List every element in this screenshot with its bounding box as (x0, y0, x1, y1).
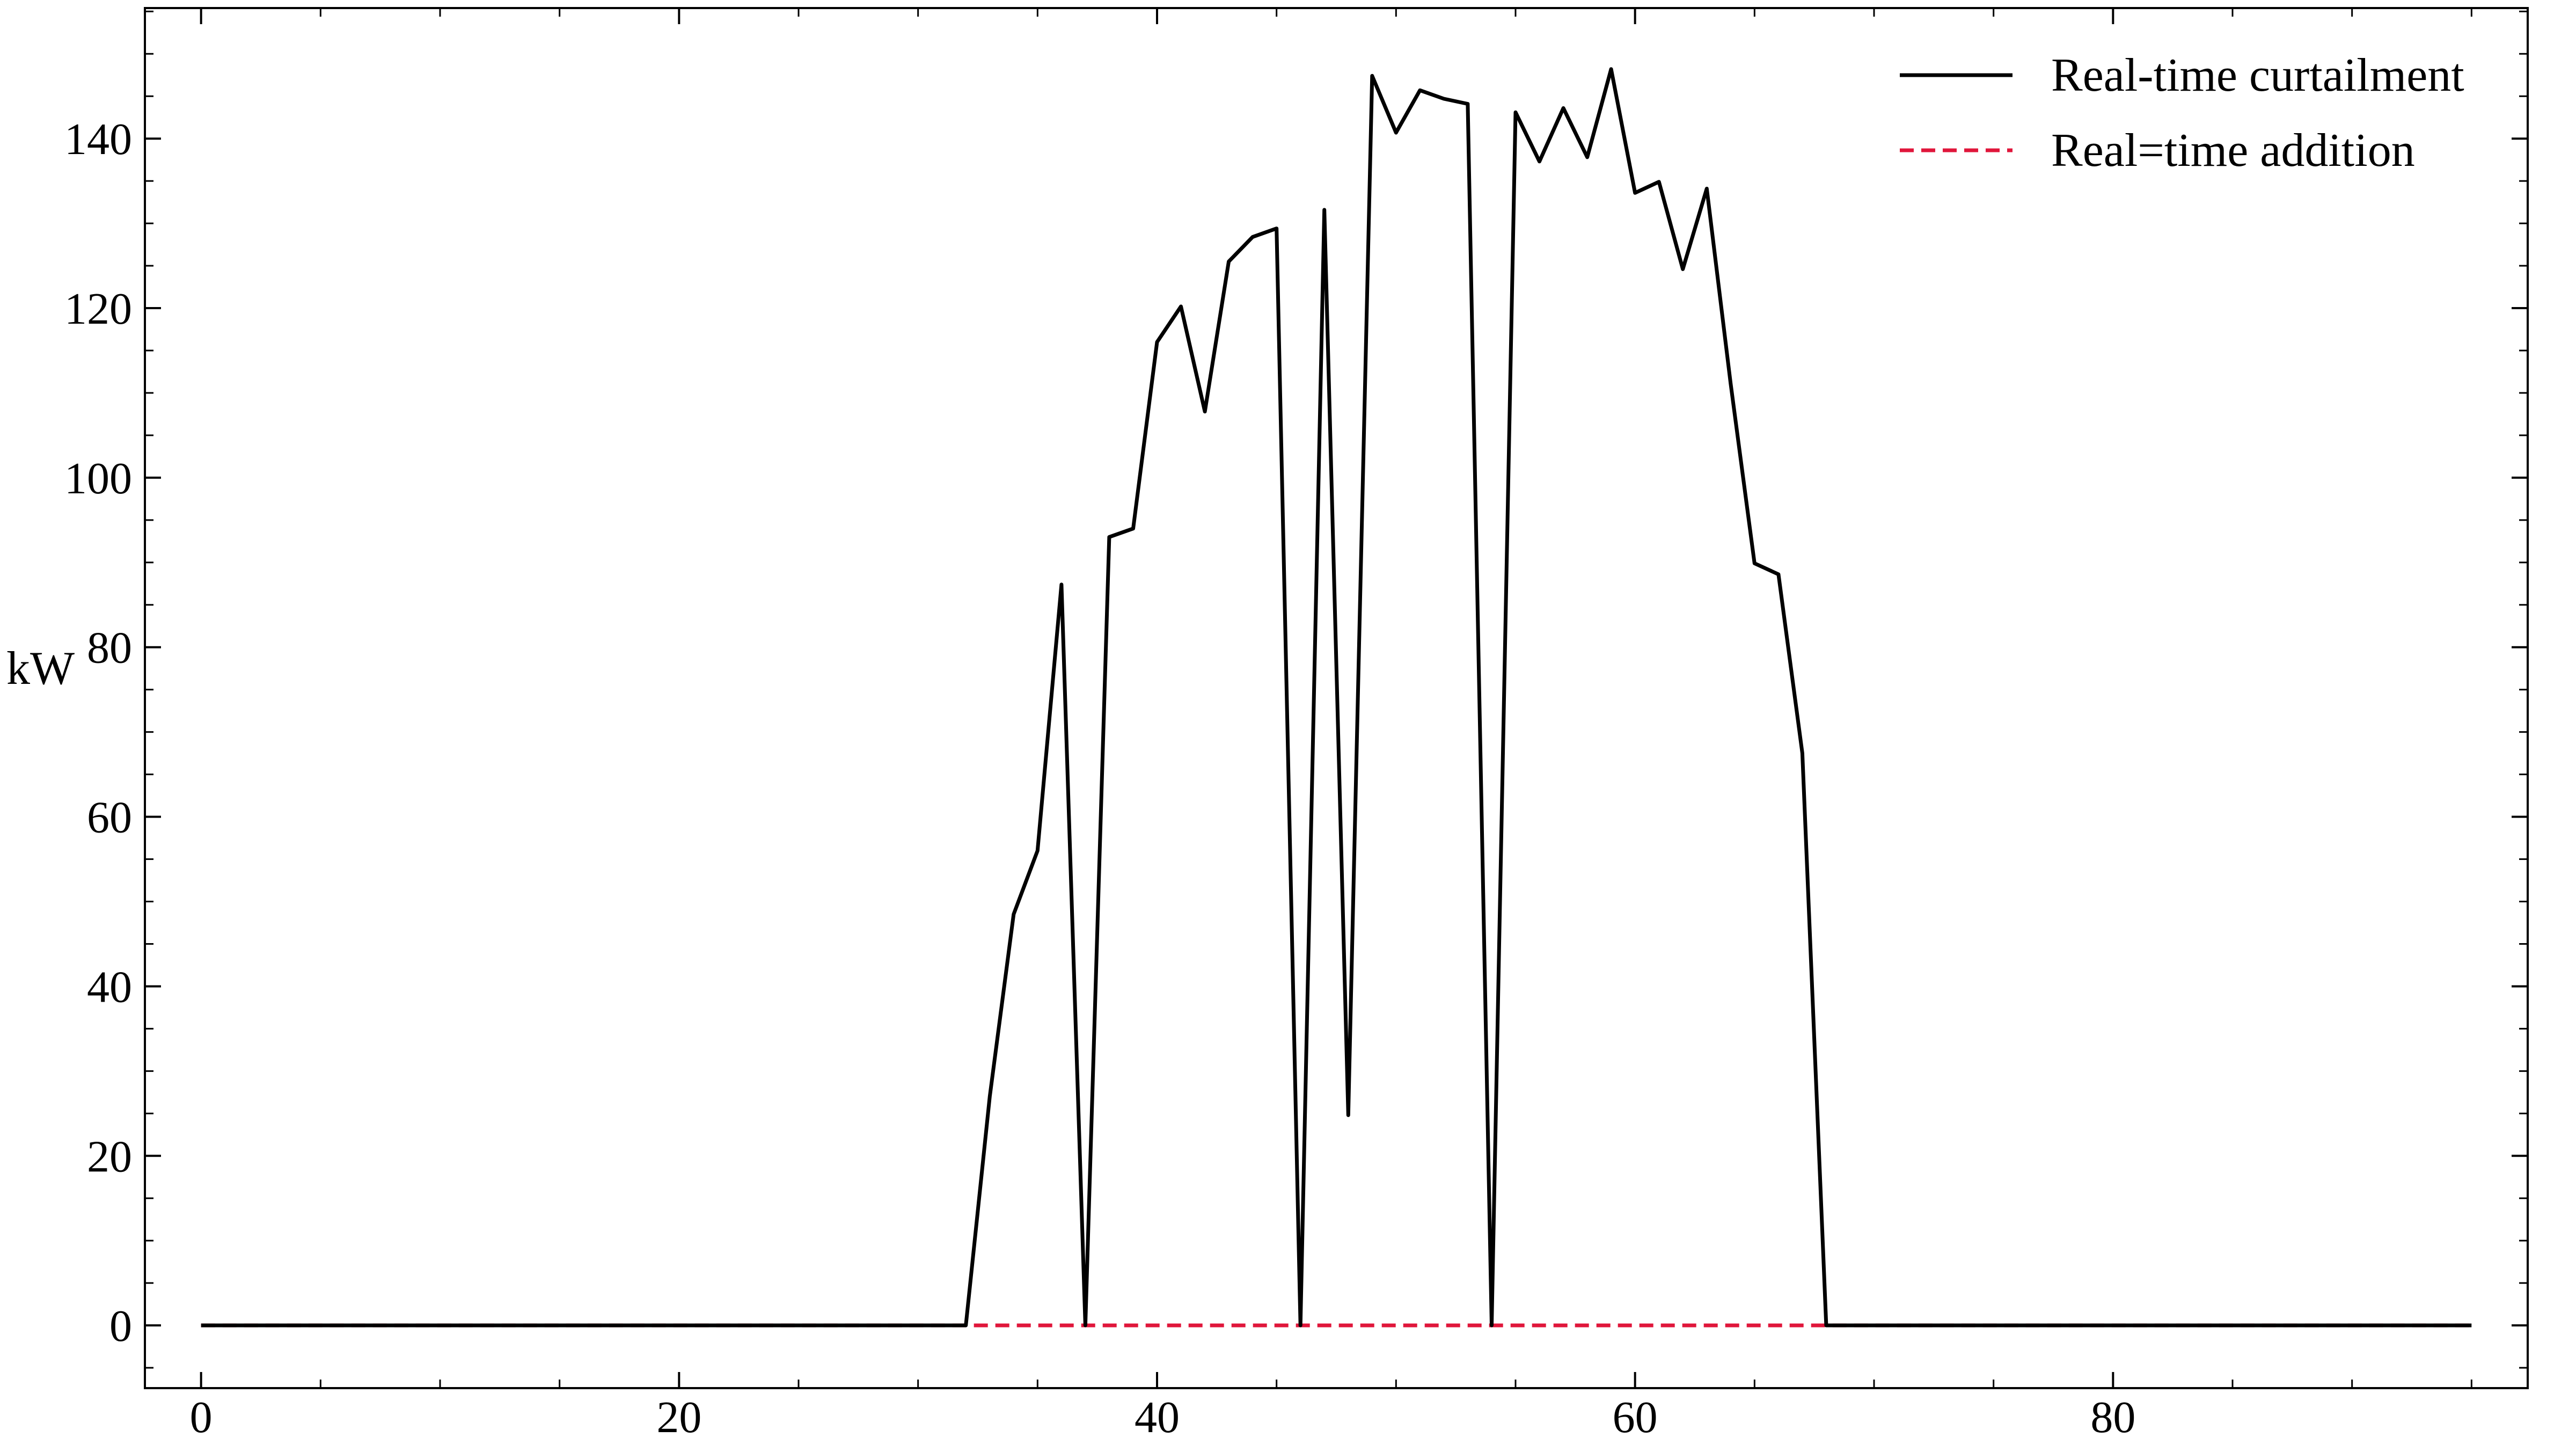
x-tick-label: 80 (2090, 1392, 2135, 1442)
series-line-curtailment (201, 67, 2472, 1327)
legend-label-curtailment: Real-time curtailment (2051, 49, 2464, 101)
major-ticks (145, 8, 2528, 1388)
y-tick-label: 40 (87, 962, 132, 1012)
x-tick-label: 20 (656, 1392, 701, 1442)
legend-label-addition: Real=time addition (2051, 125, 2415, 177)
y-tick-label: 0 (109, 1301, 132, 1351)
series-layer (201, 67, 2472, 1327)
y-tick-labels: 0 20 40 60 80 100 120 140 (64, 114, 132, 1351)
x-tick-label: 0 (190, 1392, 213, 1442)
x-tick-label: 60 (1613, 1392, 1658, 1442)
y-tick-label: 60 (87, 793, 132, 843)
y-axis-label: kW (6, 643, 75, 695)
plot-frame (144, 7, 2529, 1389)
legend: Real-time curtailment Real=time addition (1900, 49, 2464, 177)
x-tick-labels: 0 20 40 60 80 (190, 1392, 2136, 1442)
y-tick-label: 20 (87, 1132, 132, 1181)
y-tick-label: 80 (87, 623, 132, 673)
minor-ticks (145, 8, 2528, 1388)
x-tick-label: 40 (1135, 1392, 1180, 1442)
y-tick-label: 120 (64, 284, 132, 334)
y-tick-label: 140 (64, 114, 132, 164)
y-tick-label: 100 (64, 454, 132, 504)
